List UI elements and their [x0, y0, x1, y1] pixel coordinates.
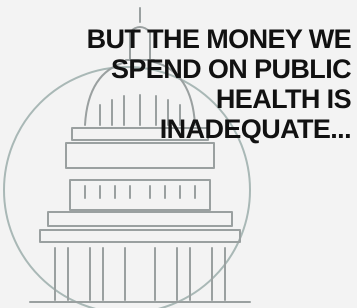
headline-line: HEALTH IS: [216, 84, 351, 114]
headline-line: BUT THE MONEY WE: [87, 24, 351, 54]
infographic: BUT THE MONEY WE SPEND ON PUBLIC HEALTH …: [0, 0, 357, 308]
headline-line: SPEND ON PUBLIC: [111, 54, 351, 84]
headline-line: INADEQUATE...: [160, 114, 351, 144]
page: {"headline": {"lines": ["BUT THE MONEY W…: [0, 0, 357, 308]
